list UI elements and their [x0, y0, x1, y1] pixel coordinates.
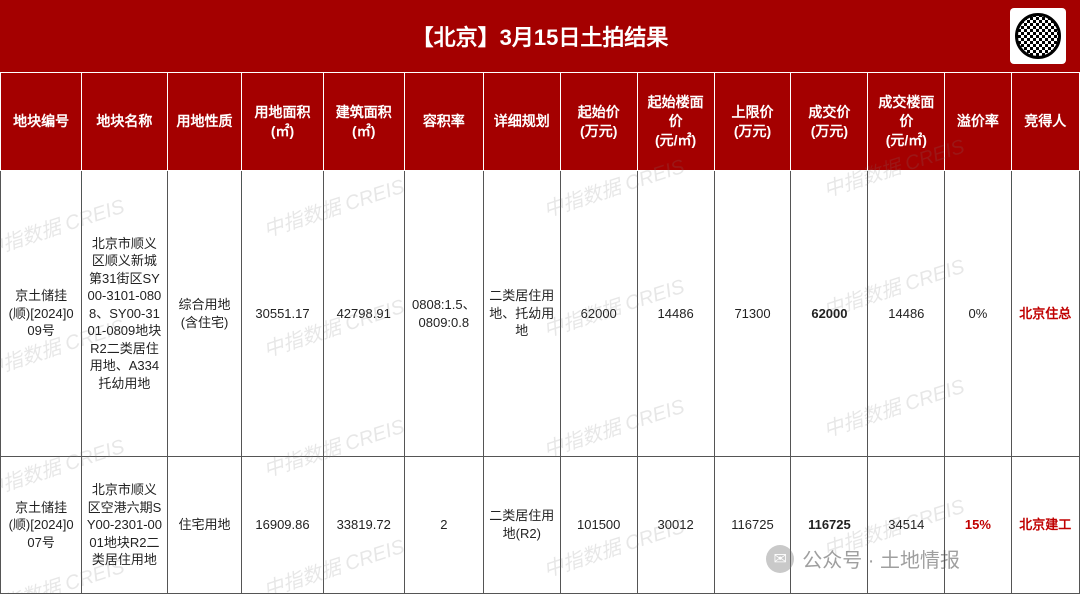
column-header: 成交价(万元) [791, 73, 868, 171]
table-cell: 0808:1.5、0809:0.8 [404, 171, 483, 457]
table-row: 京土储挂(顺)[2024]009号北京市顺义区顺义新城第31街区SY00-310… [1, 171, 1080, 457]
table-header-row: 地块编号地块名称用地性质用地面积(㎡)建筑面积(㎡)容积率详细规划起始价(万元)… [1, 73, 1080, 171]
table-cell: 34514 [868, 457, 945, 594]
table-cell: 二类居住用地(R2) [483, 457, 560, 594]
table-cell: 33819.72 [323, 457, 404, 594]
land-auction-table: 地块编号地块名称用地性质用地面积(㎡)建筑面积(㎡)容积率详细规划起始价(万元)… [0, 72, 1080, 594]
column-header: 地块编号 [1, 73, 82, 171]
column-header: 起始价(万元) [560, 73, 637, 171]
column-header: 用地面积(㎡) [242, 73, 323, 171]
table-cell: 京土储挂(顺)[2024]007号 [1, 457, 82, 594]
column-header: 地块名称 [82, 73, 167, 171]
table-cell: 北京市顺义区顺义新城第31街区SY00-3101-0808、SY00-3101-… [82, 171, 167, 457]
table-cell: 住宅用地 [167, 457, 242, 594]
column-header: 成交楼面价(元/㎡) [868, 73, 945, 171]
table-row: 京土储挂(顺)[2024]007号北京市顺义区空港六期SY00-2301-000… [1, 457, 1080, 594]
qr-code [1010, 8, 1066, 64]
column-header: 详细规划 [483, 73, 560, 171]
column-header: 起始楼面价(元/㎡) [637, 73, 714, 171]
table-cell: 15% [945, 457, 1011, 594]
table-cell: 北京建工 [1011, 457, 1079, 594]
table-cell: 62000 [791, 171, 868, 457]
column-header: 建筑面积(㎡) [323, 73, 404, 171]
table-cell: 北京住总 [1011, 171, 1079, 457]
column-header: 竞得人 [1011, 73, 1079, 171]
title-bar: 【北京】3月15日土拍结果 [0, 0, 1080, 72]
table-cell: 综合用地(含住宅) [167, 171, 242, 457]
table-cell: 14486 [868, 171, 945, 457]
column-header: 上限价(万元) [714, 73, 791, 171]
table-cell: 2 [404, 457, 483, 594]
table-cell: 101500 [560, 457, 637, 594]
page-title: 【北京】3月15日土拍结果 [412, 20, 669, 52]
table-cell: 116725 [791, 457, 868, 594]
table-cell: 71300 [714, 171, 791, 457]
column-header: 溢价率 [945, 73, 1011, 171]
table-cell: 北京市顺义区空港六期SY00-2301-0001地块R2二类居住用地 [82, 457, 167, 594]
table-cell: 京土储挂(顺)[2024]009号 [1, 171, 82, 457]
table-cell: 116725 [714, 457, 791, 594]
table-cell: 0% [945, 171, 1011, 457]
table-cell: 42798.91 [323, 171, 404, 457]
table-cell: 14486 [637, 171, 714, 457]
column-header: 用地性质 [167, 73, 242, 171]
table-cell: 62000 [560, 171, 637, 457]
table-cell: 30012 [637, 457, 714, 594]
table-cell: 30551.17 [242, 171, 323, 457]
table-cell: 16909.86 [242, 457, 323, 594]
table-cell: 二类居住用地、托幼用地 [483, 171, 560, 457]
column-header: 容积率 [404, 73, 483, 171]
